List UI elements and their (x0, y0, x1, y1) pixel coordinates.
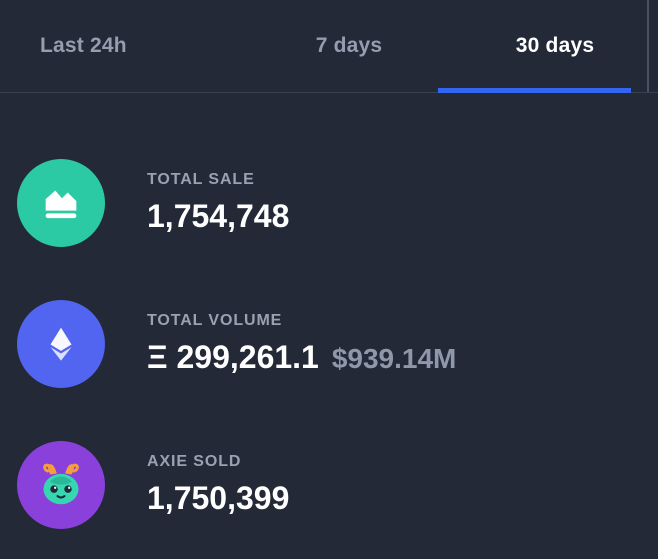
marketplace-stats-widget: Last 24h 7 days 30 days TOTAL SALE 1,754… (0, 0, 658, 529)
panel-edge-divider (647, 0, 649, 92)
tab-30-days-label: 30 days (515, 34, 595, 57)
area-chart-icon (17, 159, 105, 247)
time-range-tabs: Last 24h 7 days 30 days (0, 0, 658, 93)
stat-label: TOTAL SALE (147, 171, 255, 188)
stat-value-usd: $939.14M (331, 343, 457, 374)
tab-30-days[interactable]: 30 days (438, 0, 658, 93)
stat-label: TOTAL VOLUME (147, 312, 283, 329)
stat-label: AXIE SOLD (147, 453, 242, 470)
axie-icon (17, 441, 105, 529)
stat-value-line: Ξ 299,261.1 $939.14M (147, 339, 456, 376)
stat-row-axie-sold: AXIE SOLD 1,750,399 (17, 441, 658, 529)
active-tab-underline (438, 88, 631, 93)
tab-last-24h-label: Last 24h (40, 34, 127, 57)
stat-text-total-sale: TOTAL SALE 1,754,748 (147, 171, 289, 235)
tab-7-days-label: 7 days (315, 34, 383, 57)
stat-value-eth: Ξ 299,261.1 (147, 339, 319, 375)
stat-row-total-sale: TOTAL SALE 1,754,748 (17, 159, 658, 247)
tab-last-24h[interactable]: Last 24h (0, 0, 246, 92)
stat-text-axie-sold: AXIE SOLD 1,750,399 (147, 453, 289, 517)
ethereum-icon (17, 300, 105, 388)
stat-row-total-volume: TOTAL VOLUME Ξ 299,261.1 $939.14M (17, 300, 658, 388)
stat-text-total-volume: TOTAL VOLUME Ξ 299,261.1 $939.14M (147, 312, 456, 376)
stat-value: 1,754,748 (147, 198, 290, 234)
stats-panel: TOTAL SALE 1,754,748 TOTAL VOLUME Ξ 299,… (0, 93, 658, 529)
stat-value: 1,750,399 (147, 480, 290, 516)
tab-7-days[interactable]: 7 days (246, 0, 452, 92)
